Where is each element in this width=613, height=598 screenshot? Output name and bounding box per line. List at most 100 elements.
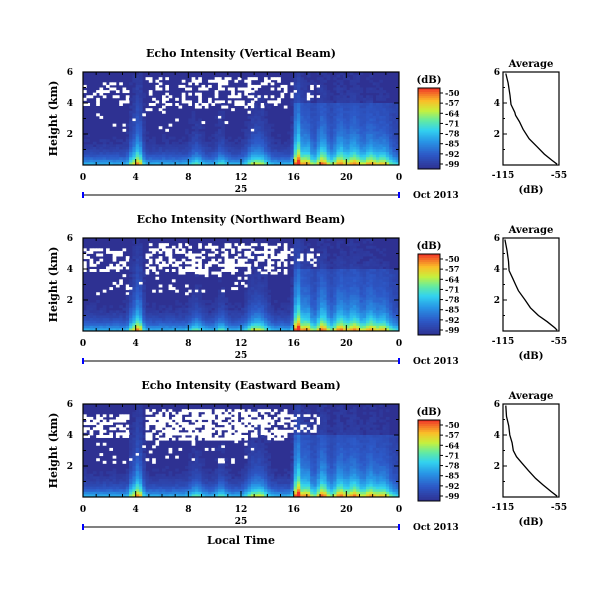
heatmap-cell — [385, 128, 390, 132]
heatmap-cell — [86, 315, 90, 319]
heatmap-cell — [148, 315, 153, 319]
heatmap-cell — [227, 87, 232, 91]
heatmap-cell — [283, 141, 288, 145]
heatmap-cell — [273, 300, 278, 303]
heatmap-cell — [382, 162, 387, 166]
heatmap-cell — [349, 289, 354, 293]
heatmap-cell — [316, 266, 321, 270]
heatmap-cell — [138, 121, 143, 125]
heatmap-cell — [326, 126, 331, 130]
heatmap-cell — [217, 128, 222, 132]
heatmap-cell — [224, 245, 229, 249]
heatmap-cell — [171, 159, 176, 163]
heatmap-cell — [224, 79, 229, 83]
heatmap-cell — [277, 159, 281, 163]
heatmap-cell — [375, 276, 380, 280]
heatmap-cell — [379, 108, 383, 112]
heatmap-cell — [112, 87, 117, 91]
heatmap-cell — [313, 149, 318, 153]
heatmap-cell — [336, 307, 341, 311]
heatmap-cell — [366, 292, 370, 296]
heatmap-cell — [320, 287, 324, 291]
heatmap-cell — [185, 310, 189, 314]
heatmap-cell — [254, 422, 258, 426]
heatmap-cell — [389, 131, 393, 135]
heatmap-cell — [171, 325, 176, 329]
heatmap-cell — [231, 416, 235, 420]
heatmap-cell — [267, 312, 272, 316]
heatmap-cell — [96, 97, 100, 101]
heatmap-cell — [329, 245, 334, 249]
heatmap-cell — [185, 323, 189, 327]
heatmap-cell — [155, 325, 160, 329]
heatmap-cell — [83, 266, 87, 270]
heatmap-cell — [191, 419, 196, 423]
heatmap-cell — [296, 248, 301, 252]
heatmap-cell — [178, 323, 183, 327]
heatmap-cell — [221, 320, 225, 324]
heatmap-cell — [352, 82, 357, 86]
heatmap-cell — [392, 118, 397, 122]
heatmap-cell — [369, 307, 374, 311]
heatmap-cell — [379, 276, 383, 280]
heatmap-cell — [122, 248, 127, 252]
heatmap-cell — [250, 100, 255, 104]
heatmap-cell — [326, 141, 331, 145]
heatmap-cell — [264, 292, 268, 296]
heatmap-cell — [310, 113, 314, 117]
heatmap-cell — [306, 118, 311, 122]
heatmap-cell — [250, 305, 255, 309]
heatmap-cell — [181, 154, 186, 158]
heatmap-cell — [102, 157, 107, 161]
colorbar-segment — [418, 162, 440, 166]
heatmap-cell — [254, 424, 258, 428]
heatmap-cell — [221, 263, 225, 267]
heatmap-cell — [359, 126, 364, 130]
heatmap-cell — [260, 128, 265, 132]
heatmap-cell — [270, 152, 275, 156]
heatmap-cell — [296, 95, 301, 99]
heatmap-cell — [372, 146, 377, 150]
heatmap-cell — [257, 162, 262, 166]
heatmap-cell — [323, 136, 327, 140]
heatmap-cell — [224, 414, 229, 418]
heatmap-cell — [142, 118, 146, 122]
heatmap-cell — [138, 134, 143, 137]
heatmap-cell — [264, 152, 268, 156]
heatmap-cell — [293, 126, 298, 130]
heatmap-cell — [356, 424, 360, 428]
heatmap-cell — [280, 416, 285, 420]
heatmap-cell — [138, 424, 143, 428]
heatmap-cell — [217, 315, 222, 319]
heatmap-cell — [208, 312, 212, 316]
heatmap-cell — [155, 414, 160, 418]
colorbar-segment — [418, 152, 440, 156]
colorbar-segment — [418, 278, 440, 281]
heatmap-cell — [366, 294, 370, 298]
heatmap-cell — [293, 289, 298, 293]
heatmap-cell — [270, 157, 275, 161]
heatmap-cell — [382, 128, 387, 132]
heatmap-cell — [296, 406, 301, 410]
heatmap-cell — [270, 144, 275, 148]
heatmap-cell — [112, 312, 117, 316]
colorbar-label: (dB) — [417, 75, 442, 86]
heatmap-cell — [316, 103, 321, 106]
heatmap-cell — [359, 305, 364, 309]
heatmap-cell — [320, 258, 324, 262]
heatmap-cell — [293, 110, 298, 114]
heatmap-cell — [162, 100, 166, 104]
heatmap-cell — [132, 411, 137, 415]
heatmap-cell — [320, 253, 324, 257]
heatmap-cell — [339, 325, 344, 329]
heatmap-cell — [260, 123, 265, 127]
heatmap-cell — [306, 294, 311, 298]
heatmap-cell — [132, 328, 137, 332]
heatmap-cell — [385, 294, 390, 298]
heatmap-cell — [316, 312, 321, 316]
heatmap-cell — [148, 152, 153, 156]
heatmap-cell — [227, 409, 232, 413]
heatmap-cell — [382, 263, 387, 267]
heatmap-cell — [270, 77, 275, 81]
heatmap-cell — [343, 315, 347, 319]
